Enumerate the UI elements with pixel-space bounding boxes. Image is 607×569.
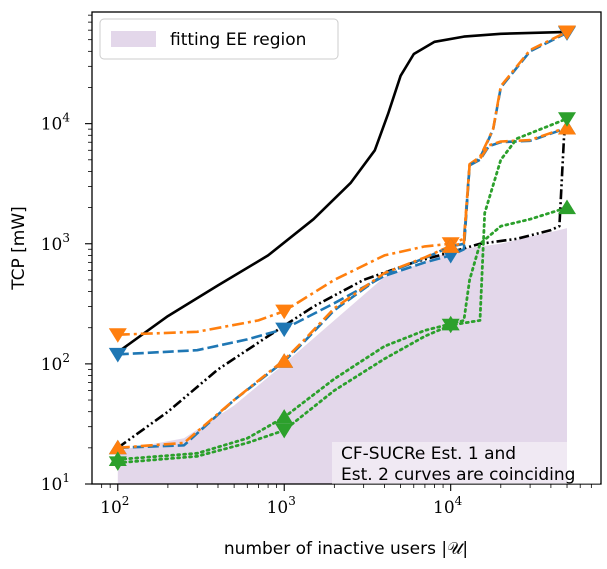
fitting-region — [117, 228, 568, 484]
series-line-1 — [117, 30, 568, 354]
series-3-marker-1 — [108, 347, 127, 363]
series-7-marker-4 — [558, 112, 576, 127]
series-7-marker-2 — [275, 423, 294, 439]
series-8-marker-1 — [108, 451, 127, 466]
y-tick-label-1: 101 — [41, 471, 70, 495]
series-8-marker-2 — [275, 409, 294, 424]
plot-frame — [91, 11, 602, 485]
series-6-marker-2 — [275, 353, 294, 368]
annotation-line-2: Est. 2 curves are coinciding — [341, 465, 575, 485]
annotation: CF-SUCRe Est. 1 and Est. 2 curves are co… — [332, 442, 600, 485]
annotation-line-1: CF-SUCRe Est. 1 and — [341, 444, 516, 464]
legend-label: fitting EE region — [170, 30, 306, 50]
legend-swatch — [111, 31, 156, 47]
x-tick-label-1: 102 — [100, 494, 129, 518]
legend: fitting EE region — [99, 18, 339, 60]
series-6-marker-3 — [441, 238, 460, 253]
x-tick-label-2: 103 — [267, 494, 296, 518]
series-4-marker-4 — [558, 25, 576, 40]
series-4-marker-1 — [108, 328, 127, 343]
series-6-marker-4 — [558, 119, 576, 135]
y-axis-ticks: 101 102 103 104 — [41, 14, 92, 495]
x-axis-label: number of inactive users |𝒰| — [224, 539, 468, 559]
x-tick-label-3: 104 — [433, 494, 463, 518]
annotation-box — [332, 442, 600, 484]
series-4-marker-2 — [275, 304, 294, 320]
series-markers — [108, 25, 576, 471]
y-tick-label-4: 104 — [41, 111, 71, 135]
series-6-marker-1 — [108, 439, 127, 455]
y-axis-label: TCP [mW] — [9, 206, 29, 291]
series-line-8 — [116, 206, 569, 461]
x-axis-ticks: 102 103 104 — [100, 484, 592, 518]
fitting-region-area — [117, 228, 568, 484]
series-line-4 — [117, 30, 568, 336]
series-line-7 — [116, 117, 569, 465]
series-line-3 — [117, 31, 568, 356]
series-3-marker-2 — [275, 322, 294, 338]
series-line-6 — [117, 126, 568, 450]
y-tick-label-2: 102 — [41, 351, 70, 375]
series-lines — [116, 30, 569, 465]
series-8-marker-3 — [441, 315, 460, 331]
legend-box — [99, 18, 339, 60]
series-line-2 — [117, 125, 569, 449]
y-tick-label-3: 103 — [41, 231, 70, 255]
series-8-marker-4 — [558, 199, 576, 215]
